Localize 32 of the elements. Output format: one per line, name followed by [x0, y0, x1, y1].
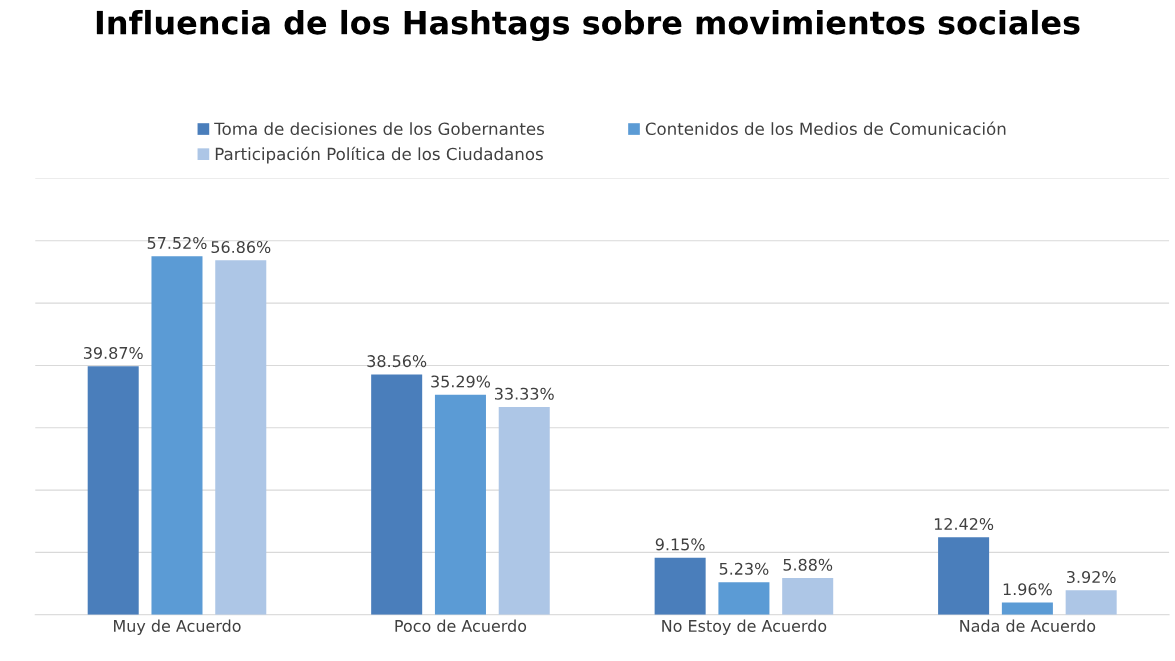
data-label: 57.52%	[147, 236, 207, 249]
chart-title: Influencia de los Hashtags sobre movimientos sociales	[96, 9, 1080, 42]
x-tick-label: Poco de Acuerdo	[395, 619, 527, 632]
x-tick-label: Nada de Acuerdo	[960, 619, 1096, 632]
data-label: 3.92%	[1067, 570, 1116, 584]
bar	[434, 394, 486, 615]
data-label: 9.15%	[655, 538, 705, 551]
bar	[938, 537, 990, 615]
bar	[87, 366, 139, 615]
data-label: 5.88%	[783, 558, 833, 571]
data-label: 35.29%	[431, 375, 491, 388]
data-label: 1.96%	[1003, 583, 1052, 596]
data-label: 56.86%	[211, 241, 271, 254]
data-label: 38.56%	[367, 355, 427, 368]
bar	[215, 260, 267, 615]
bar	[1065, 590, 1117, 615]
data-label: 5.23%	[719, 562, 769, 575]
bar	[782, 578, 834, 615]
legend-label: Participación Política de los Ciudadanos	[215, 146, 543, 164]
bar	[151, 256, 203, 615]
bar	[371, 374, 423, 615]
legend-label: Toma de decisiones de los Gobernantes	[214, 122, 545, 136]
bar	[654, 557, 706, 615]
data-label: 33.33%	[495, 387, 554, 400]
x-tick-label: Muy de Acuerdo	[114, 619, 241, 636]
data-label: 39.87%	[83, 346, 143, 359]
bar	[1001, 602, 1053, 615]
legend-label: Contenidos de los Medios de Comunicación	[645, 121, 1006, 136]
bar	[718, 582, 770, 615]
bar	[498, 407, 550, 615]
x-tick-label: No Estoy de Acuerdo	[662, 619, 827, 636]
data-label: 12.42%	[934, 517, 994, 531]
